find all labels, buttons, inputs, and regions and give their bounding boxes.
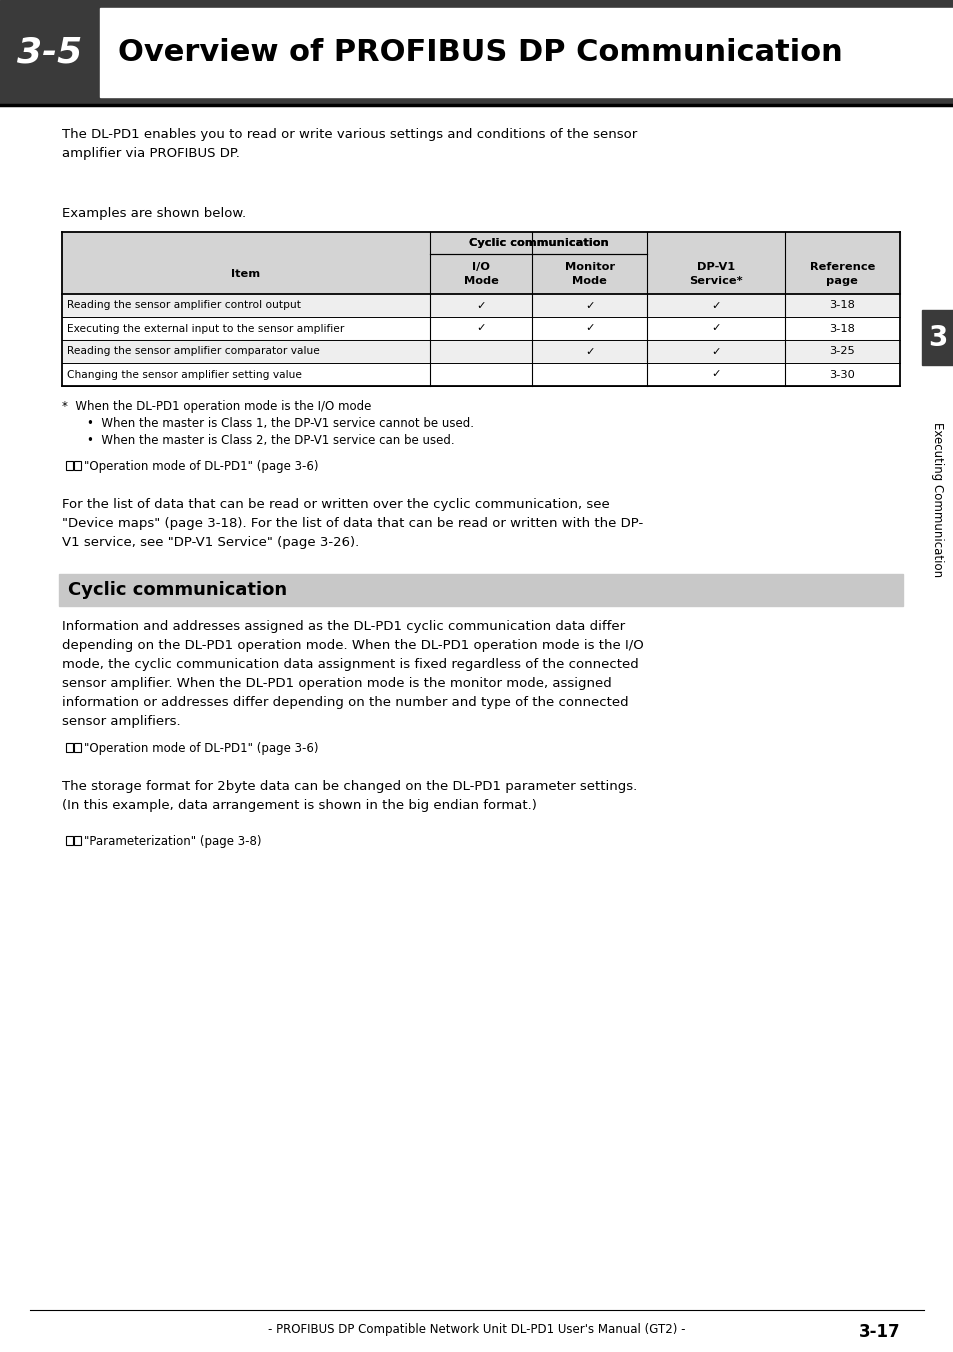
- Bar: [62, 233, 899, 293]
- Bar: [430, 233, 646, 254]
- Text: ✓: ✓: [711, 300, 720, 311]
- Text: ✓: ✓: [584, 323, 594, 334]
- Bar: [100, 8, 953, 97]
- Text: 3-25: 3-25: [828, 346, 854, 357]
- Text: *  When the DL-PD1 operation mode is the I/O mode: * When the DL-PD1 operation mode is the …: [62, 400, 371, 412]
- Text: Cyclic communication: Cyclic communication: [468, 238, 608, 247]
- Bar: [921, 310, 953, 365]
- Text: "Parameterization" (page 3-8): "Parameterization" (page 3-8): [84, 836, 261, 848]
- Bar: [62, 293, 899, 316]
- Text: I/O
Mode: I/O Mode: [463, 262, 497, 285]
- Text: Reference
page: Reference page: [809, 262, 874, 285]
- Bar: [66, 461, 73, 470]
- Text: Information and addresses assigned as the DL-PD1 cyclic communication data diffe: Information and addresses assigned as th…: [62, 621, 643, 727]
- Text: 3: 3: [927, 323, 946, 352]
- Text: DP-V1
Service*: DP-V1 Service*: [688, 262, 742, 285]
- Text: ✓: ✓: [584, 346, 594, 357]
- Bar: [66, 744, 73, 752]
- Text: •  When the master is Class 1, the DP-V1 service cannot be used.: • When the master is Class 1, the DP-V1 …: [71, 416, 474, 430]
- Bar: [62, 316, 899, 339]
- Text: ✓: ✓: [711, 369, 720, 380]
- Text: Reading the sensor amplifier control output: Reading the sensor amplifier control out…: [67, 300, 301, 311]
- Text: Changing the sensor amplifier setting value: Changing the sensor amplifier setting va…: [67, 369, 302, 380]
- Text: For the list of data that can be read or written over the cyclic communication, : For the list of data that can be read or…: [62, 498, 642, 549]
- Text: Monitor
Mode: Monitor Mode: [564, 262, 614, 285]
- Text: ✓: ✓: [711, 323, 720, 334]
- Text: •  When the master is Class 2, the DP-V1 service can be used.: • When the master is Class 2, the DP-V1 …: [71, 434, 455, 448]
- Text: 3-30: 3-30: [828, 369, 855, 380]
- Text: "Operation mode of DL-PD1" (page 3-6): "Operation mode of DL-PD1" (page 3-6): [84, 460, 318, 473]
- Text: The DL-PD1 enables you to read or write various settings and conditions of the s: The DL-PD1 enables you to read or write …: [62, 128, 637, 160]
- Text: Executing the external input to the sensor amplifier: Executing the external input to the sens…: [67, 323, 344, 334]
- Text: Reading the sensor amplifier comparator value: Reading the sensor amplifier comparator …: [67, 346, 319, 357]
- Text: Overview of PROFIBUS DP Communication: Overview of PROFIBUS DP Communication: [118, 38, 841, 68]
- Text: - PROFIBUS DP Compatible Network Unit DL-PD1 User's Manual (GT2) -: - PROFIBUS DP Compatible Network Unit DL…: [268, 1324, 685, 1336]
- Text: 3-18: 3-18: [828, 300, 855, 311]
- Bar: [59, 575, 902, 606]
- Bar: [74, 836, 81, 845]
- Text: "Operation mode of DL-PD1" (page 3-6): "Operation mode of DL-PD1" (page 3-6): [84, 742, 318, 754]
- Text: Examples are shown below.: Examples are shown below.: [62, 207, 246, 220]
- Text: 3-18: 3-18: [828, 323, 855, 334]
- Text: ✓: ✓: [476, 300, 485, 311]
- Text: 3-17: 3-17: [859, 1324, 900, 1341]
- Bar: [62, 339, 899, 362]
- Text: Cyclic communication: Cyclic communication: [68, 581, 287, 599]
- Bar: [74, 461, 81, 470]
- Text: ✓: ✓: [584, 300, 594, 311]
- Text: ✓: ✓: [711, 346, 720, 357]
- Text: ✓: ✓: [476, 323, 485, 334]
- Bar: [62, 362, 899, 387]
- Text: Item: Item: [232, 269, 260, 279]
- Bar: [66, 836, 73, 845]
- Text: Cyclic communication: Cyclic communication: [468, 238, 608, 247]
- Bar: [0, 0, 953, 105]
- Text: The storage format for 2byte data can be changed on the DL-PD1 parameter setting: The storage format for 2byte data can be…: [62, 780, 637, 813]
- Text: Executing Communication: Executing Communication: [930, 422, 943, 577]
- Bar: [74, 744, 81, 752]
- Text: 3-5: 3-5: [17, 35, 83, 69]
